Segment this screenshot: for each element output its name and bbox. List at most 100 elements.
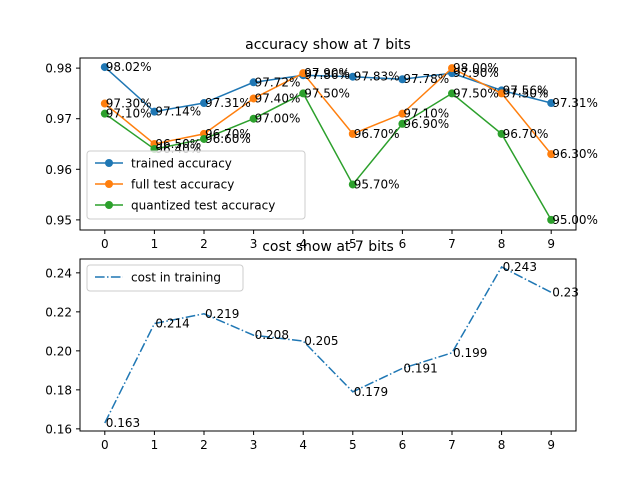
x-tick-label: 4 — [299, 438, 307, 452]
legend-label-1: trained accuracy — [131, 157, 232, 171]
x-tick-label: 3 — [250, 438, 258, 452]
x-tick-label: 0 — [101, 438, 109, 452]
data-label: 0.199 — [453, 346, 487, 360]
data-point — [100, 99, 109, 108]
y-tick-label: 0.18 — [45, 383, 72, 397]
series-line-1 — [104, 266, 552, 424]
data-label: 96.90% — [403, 117, 449, 131]
data-point — [497, 129, 506, 138]
data-label: 98.00% — [453, 61, 499, 75]
y-tick-label: 0.24 — [45, 266, 72, 280]
y-tick-label: 0.22 — [45, 305, 72, 319]
data-point — [299, 89, 308, 98]
data-point — [200, 134, 208, 143]
data-label: 0.191 — [403, 361, 437, 375]
data-label: 95.00% — [552, 213, 598, 227]
cost-chart: cost show at 7 bits 0 1 2 3 4 5 6 7 8 9 0.16 0.18 0.… — [45, 239, 579, 452]
data-point — [547, 150, 556, 159]
data-label: 97.90% — [453, 66, 499, 80]
data-point — [100, 109, 109, 118]
data-label: 97.00% — [255, 112, 301, 126]
data-label: 0.219 — [205, 307, 239, 321]
x-tick-label: 8 — [498, 438, 506, 452]
x-tick-label: 7 — [448, 438, 456, 452]
data-label: 0.214 — [155, 317, 189, 331]
data-point — [249, 94, 258, 103]
legend-marker-1 — [105, 159, 113, 167]
x-tick-label: 6 — [399, 438, 407, 452]
data-label: 97.10% — [106, 107, 152, 121]
data-label: 0.208 — [255, 328, 289, 342]
data-label: 97.40% — [255, 91, 301, 105]
data-point — [299, 69, 308, 78]
data-label: 97.90% — [304, 66, 350, 80]
data-label: 97.56% — [503, 83, 549, 97]
x-tick-label: 8 — [498, 237, 506, 251]
data-label: 96.70% — [205, 127, 251, 141]
legend-marker-3 — [105, 201, 113, 209]
y-tick-label: 0.97 — [45, 112, 72, 126]
data-point — [448, 64, 456, 73]
data-point — [249, 114, 258, 123]
x-tick-label: 5 — [349, 237, 357, 251]
data-label: 97.50% — [503, 86, 549, 100]
y-tick-label: 0.20 — [45, 344, 72, 358]
data-point — [398, 109, 407, 118]
x-tick-label: 7 — [448, 237, 456, 251]
accuracy-chart-title: accuracy show at 7 bits — [245, 37, 411, 53]
y-tick-label: 0.16 — [45, 422, 72, 436]
legend-marker-2 — [105, 180, 113, 188]
cost-plot-frame — [79, 258, 577, 432]
data-label: 97.72% — [255, 75, 301, 89]
data-label: 0.163 — [106, 416, 140, 430]
x-tick-label: 0 — [101, 237, 109, 251]
data-label: 96.60% — [205, 132, 251, 146]
accuracy-plot-frame — [79, 57, 577, 231]
data-label: 97.10% — [403, 107, 449, 121]
x-tick-label: 6 — [399, 237, 407, 251]
data-point — [448, 89, 456, 98]
data-label: 0.23 — [552, 285, 579, 299]
data-label: 95.70% — [354, 177, 400, 191]
accuracy-chart: accuracy show at 7 bits 0 1 2 3 4 5 6 7 8 9 0.95 0.… — [45, 37, 598, 251]
data-label: 0.243 — [503, 260, 537, 274]
data-point — [398, 75, 407, 84]
data-label: 96.50% — [155, 137, 201, 151]
data-point — [398, 119, 407, 128]
data-label: 0.179 — [354, 385, 388, 399]
cost-series — [104, 266, 552, 424]
data-label: 97.83% — [354, 70, 400, 84]
data-point — [348, 180, 357, 189]
y-tick-label: 0.96 — [45, 163, 72, 177]
data-label: 98.02% — [106, 60, 152, 74]
legend-label-2: full test accuracy — [131, 178, 234, 192]
data-label: 96.30% — [552, 147, 598, 161]
x-tick-label: 2 — [200, 237, 208, 251]
cost-axes: 0 1 2 3 4 5 6 7 8 9 0.16 0.18 0.20 0.22 0.24 — [45, 266, 555, 452]
legend-label-1: cost in training — [131, 271, 221, 285]
cost-legend: cost in training — [86, 264, 244, 292]
data-label: 97.78% — [403, 72, 449, 86]
data-label: 97.86% — [304, 68, 350, 82]
x-tick-label: 9 — [547, 438, 555, 452]
data-label: 97.50% — [304, 86, 350, 100]
data-label: 97.14% — [155, 105, 201, 119]
data-label: 97.50% — [453, 86, 499, 100]
legend-box — [86, 150, 306, 220]
data-label: 97.31% — [205, 96, 251, 110]
legend-box — [86, 264, 244, 292]
x-tick-label: 3 — [250, 237, 258, 251]
accuracy-axes: 0 1 2 3 4 5 6 7 8 9 0.95 0.96 0.97 0.98 — [45, 62, 555, 251]
x-tick-label: 2 — [200, 438, 208, 452]
data-label: 97.30% — [106, 97, 152, 111]
accuracy-series — [100, 63, 556, 224]
accuracy-legend: trained accuracy full test accuracy quanti… — [86, 150, 306, 220]
data-label: 97.31% — [552, 96, 598, 110]
x-tick-label: 1 — [151, 237, 159, 251]
data-point — [348, 129, 357, 138]
legend-label-3: quantized test accuracy — [131, 199, 275, 213]
data-point — [547, 215, 556, 224]
data-point — [200, 99, 208, 108]
